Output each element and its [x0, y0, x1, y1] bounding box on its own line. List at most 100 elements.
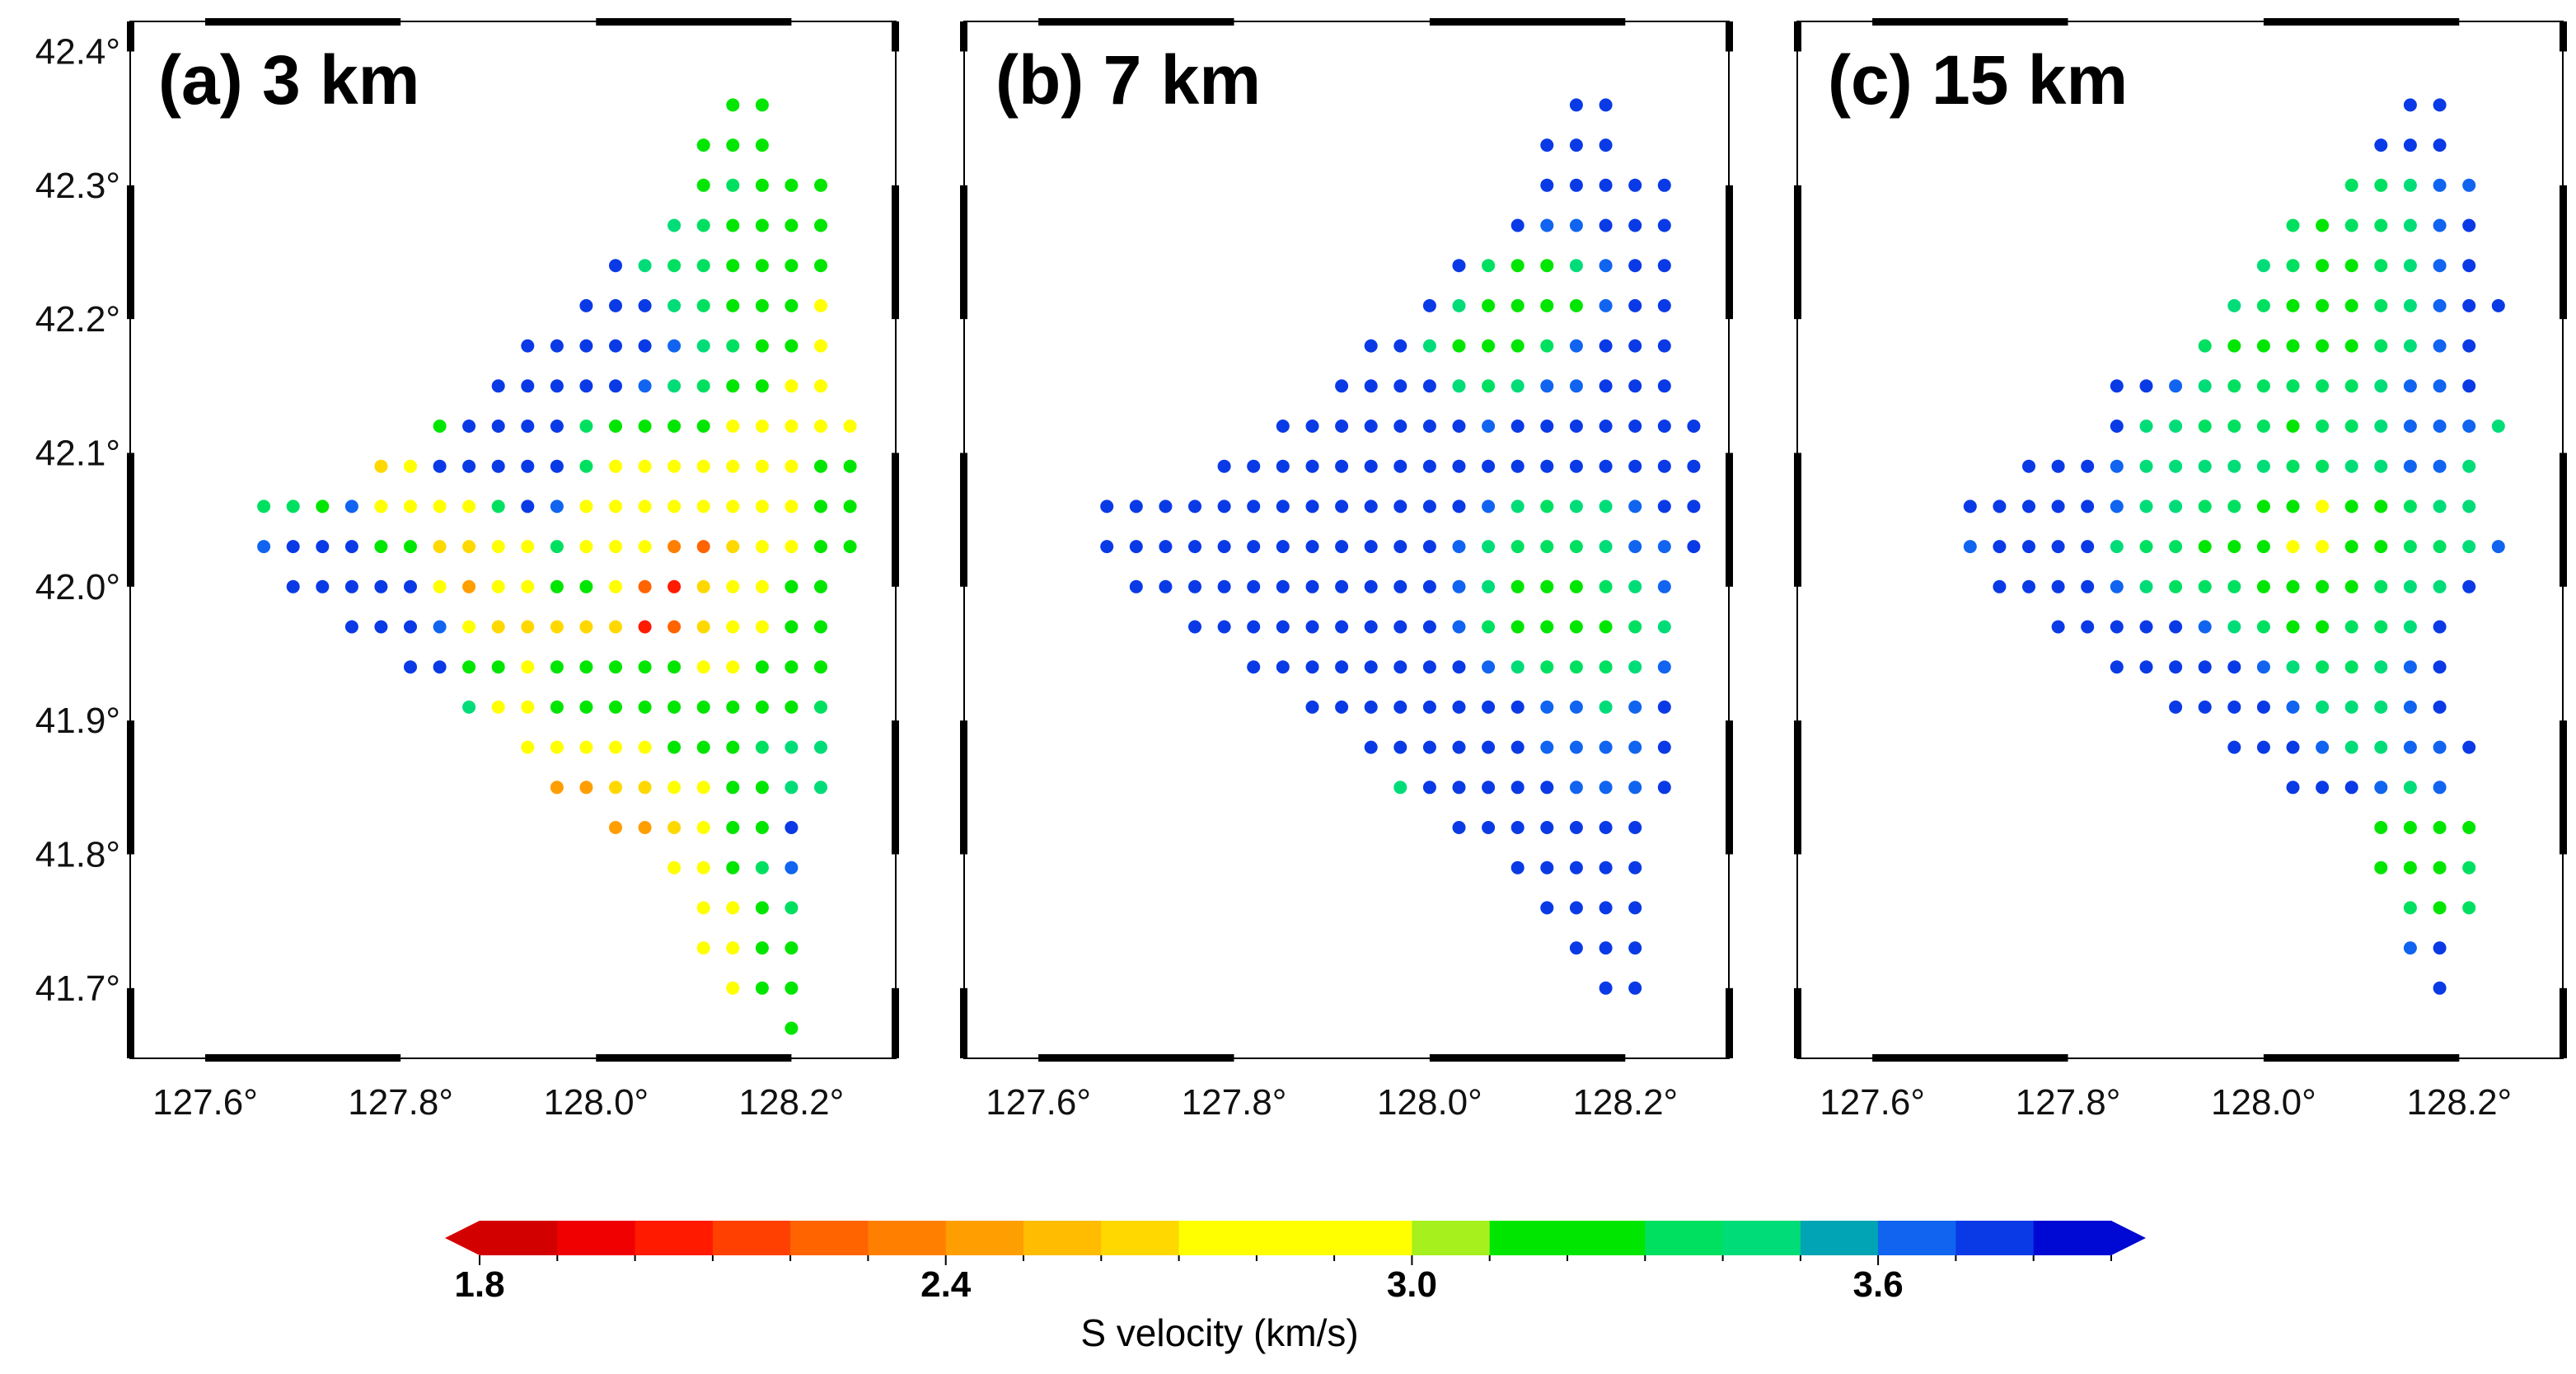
velocity-dot: [433, 620, 447, 634]
velocity-dot: [2169, 700, 2183, 714]
border-bar: [892, 185, 899, 320]
velocity-dot: [2227, 620, 2241, 634]
velocity-dot: [1569, 379, 1583, 393]
velocity-dot: [2286, 420, 2300, 433]
velocity-dot: [1482, 781, 1496, 795]
velocity-dot: [814, 781, 827, 795]
velocity-dot: [2403, 540, 2417, 554]
velocity-dot: [785, 700, 799, 714]
velocity-dot: [1452, 620, 1466, 634]
velocity-dot: [2286, 540, 2300, 554]
velocity-dot: [1569, 781, 1583, 795]
colorbar-bin: [790, 1221, 869, 1255]
velocity-dot: [2462, 420, 2476, 433]
velocity-dot: [404, 499, 417, 513]
border-bar: [127, 21, 134, 52]
velocity-dot: [638, 259, 652, 273]
velocity-dot: [521, 420, 535, 433]
velocity-dot: [2256, 259, 2270, 273]
velocity-dot: [814, 499, 827, 513]
x-tick-label: 127.8°: [1182, 1082, 1287, 1123]
velocity-dot: [2403, 700, 2417, 714]
velocity-dot: [1569, 941, 1583, 955]
velocity-dot: [2198, 620, 2212, 634]
velocity-dot: [2256, 700, 2270, 714]
velocity-dot: [2403, 901, 2417, 915]
velocity-dot: [1599, 901, 1613, 915]
velocity-dot: [2344, 259, 2358, 273]
velocity-dot: [1482, 379, 1496, 393]
border-bar: [127, 185, 134, 320]
velocity-dot: [1569, 259, 1583, 273]
velocity-dot: [1599, 339, 1613, 353]
x-tick-label: 128.2°: [1572, 1082, 1678, 1123]
velocity-dot: [609, 259, 622, 273]
velocity-dot: [1276, 579, 1290, 593]
velocity-dot: [1628, 981, 1642, 995]
velocity-dot: [1393, 499, 1407, 513]
velocity-dot: [1657, 740, 1671, 754]
velocity-dot: [2110, 620, 2124, 634]
velocity-dot: [550, 420, 564, 433]
velocity-dot: [2403, 259, 2417, 273]
velocity-dot: [2139, 660, 2153, 674]
velocity-dot: [433, 420, 447, 433]
velocity-dot: [2051, 620, 2065, 634]
velocity-dot: [785, 178, 799, 192]
velocity-dot: [2403, 379, 2417, 393]
velocity-dot: [1510, 259, 1525, 273]
velocity-dot: [1510, 579, 1525, 593]
velocity-dot: [1599, 981, 1613, 995]
velocity-dot: [2139, 499, 2153, 513]
velocity-dot: [1510, 700, 1525, 714]
x-tick-label: 128.2°: [2406, 1082, 2512, 1123]
velocity-dot: [726, 620, 740, 634]
x-axis-ticks: 127.6° 127.8° 128.0° 128.2°: [986, 1082, 1678, 1123]
velocity-dot: [1657, 420, 1671, 433]
velocity-dot: [814, 298, 827, 312]
velocity-dot: [1482, 579, 1496, 593]
border-bar: [892, 987, 899, 1058]
velocity-dot: [2403, 660, 2417, 674]
velocity-dot: [344, 540, 358, 554]
velocity-dot: [2198, 660, 2212, 674]
velocity-dot: [2081, 540, 2095, 554]
velocity-dot: [2403, 941, 2417, 955]
velocity-dot: [1364, 420, 1378, 433]
velocity-dot: [2256, 420, 2270, 433]
velocity-dot: [1569, 298, 1583, 312]
velocity-dot: [726, 660, 740, 674]
velocity-dot: [609, 339, 622, 353]
velocity-dot: [755, 379, 769, 393]
velocity-dot: [1569, 138, 1583, 152]
velocity-dot: [696, 420, 710, 433]
velocity-dot: [2316, 700, 2330, 714]
velocity-dot: [726, 540, 740, 554]
velocity-dot: [550, 740, 564, 754]
x-axis-ticks: 127.6° 127.8° 128.0° 128.2°: [152, 1082, 844, 1123]
velocity-dot: [2344, 740, 2358, 754]
velocity-dot: [521, 700, 535, 714]
velocity-dot: [755, 861, 769, 875]
velocity-dot: [1452, 740, 1466, 754]
velocity-dot: [1482, 420, 1496, 433]
colorbar-bin: [635, 1221, 714, 1255]
border-bar: [127, 987, 134, 1058]
velocity-dot: [2110, 420, 2124, 433]
velocity-dot: [2433, 259, 2447, 273]
velocity-dot: [609, 620, 622, 634]
velocity-dot: [1628, 700, 1642, 714]
colorbar-bin: [480, 1221, 558, 1255]
velocity-dot: [696, 579, 710, 593]
velocity-dot: [2286, 620, 2300, 634]
velocity-dot: [2403, 579, 2417, 593]
velocity-dot: [667, 420, 681, 433]
velocity-dot: [1599, 540, 1613, 554]
velocity-dot: [374, 499, 388, 513]
velocity-dot: [433, 540, 447, 554]
velocity-dot: [491, 379, 505, 393]
velocity-dot: [1422, 620, 1436, 634]
velocity-dot: [2198, 459, 2212, 473]
x-tick-label: 128.0°: [1377, 1082, 1482, 1123]
velocity-dot: [1628, 660, 1642, 674]
